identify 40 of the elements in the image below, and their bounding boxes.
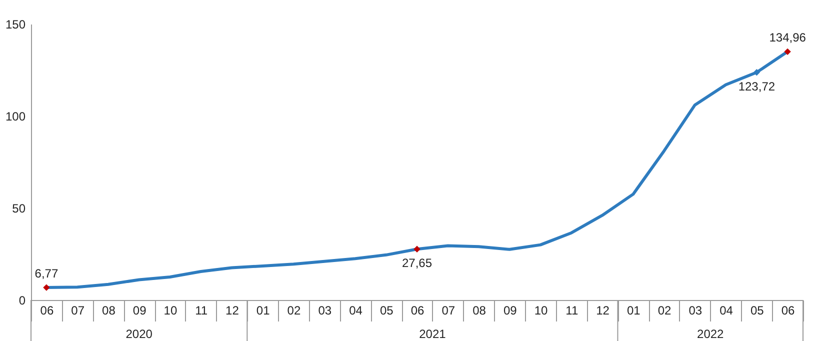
x-tick-label: 10 [164, 304, 178, 318]
x-tick-label: 10 [534, 304, 548, 318]
data-label: 123,72 [738, 79, 776, 94]
point [753, 69, 760, 76]
x-tick-label: 11 [195, 304, 208, 318]
y-tick-label: 150 [5, 18, 26, 32]
y-tick-label: 100 [5, 110, 26, 124]
data-label: 6,77 [34, 266, 58, 281]
x-tick-label: 12 [596, 304, 610, 318]
x-tick-label: 09 [503, 304, 518, 318]
x-tick-label: 02 [658, 304, 672, 318]
text: 2020 [126, 327, 153, 341]
x-tick-label: 08 [102, 304, 116, 318]
x-tick-label: 07 [71, 304, 85, 318]
point [784, 48, 791, 56]
y-tick-label: 0 [18, 294, 26, 308]
x-tick-label: 06 [40, 304, 54, 318]
x-tick-label: 12 [226, 304, 240, 318]
data-label: 134,96 [769, 30, 806, 45]
x-tick-label: 02 [287, 304, 301, 318]
x-tick-label: 05 [380, 304, 394, 318]
point [414, 246, 420, 252]
x-tick-label: 08 [472, 304, 486, 318]
x-tick-label: 01 [256, 304, 270, 318]
text: 2022 [697, 327, 724, 341]
x-tick-label: 11 [566, 304, 578, 318]
x-tick-label: 04 [720, 304, 734, 318]
x-tick-label: 06 [410, 304, 424, 318]
y-tick-label: 50 [12, 202, 26, 216]
x-tick-label: 09 [132, 304, 147, 318]
x-tick-label: 07 [442, 304, 456, 318]
x-tick-label: 01 [626, 304, 641, 318]
x-tick-label: 04 [349, 304, 363, 318]
text: 2021 [419, 327, 446, 341]
x-tick-label: 03 [318, 304, 332, 318]
x-tick-label: 06 [781, 304, 796, 318]
point [43, 284, 50, 291]
x-tick-label: 05 [750, 304, 764, 318]
x-tick-label: 03 [688, 304, 702, 318]
data-label: 27,65 [402, 256, 432, 270]
